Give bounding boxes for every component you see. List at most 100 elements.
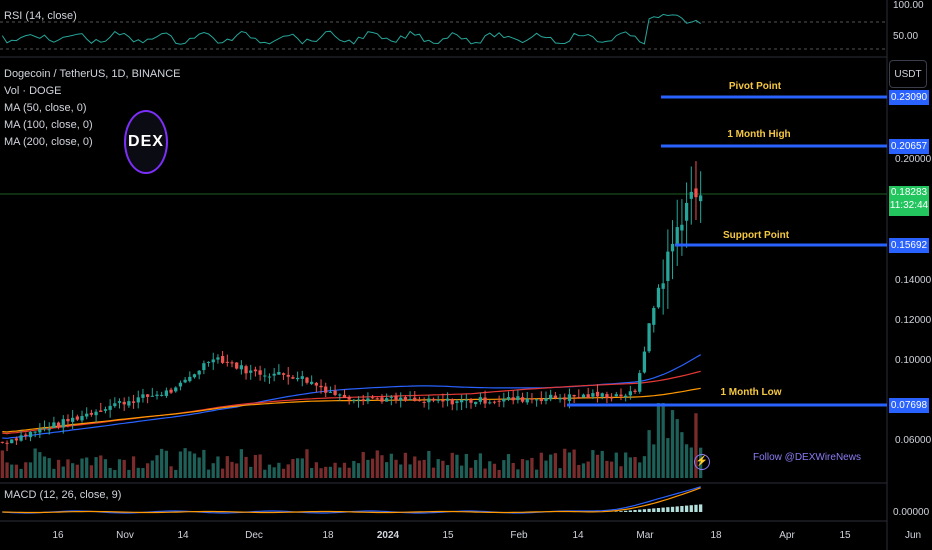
- lightning-icon[interactable]: ⚡: [694, 454, 710, 470]
- legend-ma50[interactable]: MA (50, close, 0): [4, 102, 87, 114]
- macd-histogram-bar: [628, 510, 632, 512]
- candle-body: [370, 397, 375, 399]
- candle-body: [319, 385, 323, 388]
- candle-body: [131, 401, 136, 403]
- candle-body: [619, 394, 623, 397]
- volume-bar: [563, 448, 567, 478]
- volume-bar: [680, 432, 684, 478]
- candle-body: [450, 399, 454, 405]
- volume-bar: [183, 448, 187, 478]
- legend-volume[interactable]: Vol · DOGE: [4, 85, 62, 97]
- candle-body: [403, 397, 408, 401]
- ma50-line: [2, 354, 701, 439]
- candle-body: [642, 351, 647, 373]
- candle-countdown: 11:32:44: [889, 200, 929, 211]
- candle-body: [103, 409, 108, 411]
- volume-bar: [235, 463, 239, 478]
- volume-bar: [595, 454, 600, 478]
- macd-histogram-bar: [652, 508, 656, 512]
- candle-body: [670, 243, 675, 252]
- candle-body: [150, 395, 154, 397]
- candle-body: [366, 398, 370, 402]
- volume-bar: [164, 450, 169, 478]
- volume-bar: [370, 458, 375, 478]
- pivot-price-tag: 0.23090: [889, 90, 929, 105]
- volume-bar: [14, 464, 19, 478]
- candle-body: [206, 361, 211, 363]
- volume-bar: [600, 450, 604, 478]
- support-point-label: Support Point: [722, 230, 790, 241]
- candle-body: [305, 377, 309, 383]
- candle-body: [216, 357, 220, 360]
- volume-bar: [108, 467, 112, 478]
- macd-histogram-bar: [647, 508, 651, 512]
- candle-body: [230, 362, 234, 364]
- candle-body: [647, 323, 651, 352]
- x-tick-15b: 15: [839, 530, 851, 541]
- candle-body: [145, 394, 150, 397]
- candle-body: [42, 428, 47, 430]
- volume-bar: [277, 462, 281, 478]
- volume-bar: [253, 455, 258, 478]
- volume-bar: [267, 464, 272, 478]
- volume-bar: [652, 444, 656, 478]
- volume-bar: [136, 467, 140, 478]
- volume-bar: [389, 453, 393, 478]
- legend-ma100[interactable]: MA (100, close, 0): [4, 119, 93, 131]
- legend-ma200[interactable]: MA (200, close, 0): [4, 136, 93, 148]
- price-tick-0.14: 0.14000: [895, 275, 932, 286]
- volume-bar: [216, 456, 220, 478]
- candle-body: [295, 377, 300, 380]
- candle-body: [656, 287, 661, 308]
- volume-bar: [642, 456, 647, 478]
- candle-body: [455, 401, 459, 403]
- volume-bar: [450, 452, 454, 478]
- volume-bar: [127, 469, 131, 478]
- candle-body: [572, 394, 576, 397]
- volume-bar: [492, 463, 497, 478]
- volume-bar: [131, 456, 136, 478]
- volume-bar: [474, 460, 478, 478]
- legend-symbol[interactable]: Dogecoin / TetherUS, 1D, BINANCE: [4, 68, 181, 80]
- volume-bar: [160, 448, 164, 478]
- volume-bar: [10, 464, 14, 478]
- volume-bar: [75, 464, 79, 478]
- volume-bar: [47, 458, 51, 478]
- candle-body: [244, 366, 248, 374]
- volume-bar: [28, 462, 33, 478]
- volume-bar: [684, 444, 689, 478]
- volume-bar: [394, 459, 398, 478]
- volume-bar: [520, 459, 525, 478]
- candle-body: [160, 394, 164, 396]
- candle-body: [469, 399, 473, 403]
- candle-body: [286, 374, 290, 377]
- x-tick-14: 14: [177, 530, 189, 541]
- volume-bar: [445, 465, 450, 478]
- candle-body: [595, 391, 600, 397]
- candle-body: [511, 397, 515, 401]
- candle-body: [253, 369, 258, 372]
- volume-bar: [220, 468, 225, 478]
- volume-bar: [427, 450, 431, 478]
- x-tick-jun: Jun: [904, 530, 922, 541]
- candle-body: [474, 401, 478, 405]
- currency-button[interactable]: USDT: [889, 60, 927, 88]
- candle-body: [539, 398, 543, 402]
- candle-body: [417, 400, 422, 402]
- volume-bar: [103, 459, 108, 478]
- month-high-label: 1 Month High: [727, 129, 791, 140]
- volume-bar: [263, 469, 267, 478]
- volume-bar: [558, 468, 562, 478]
- candle-body: [80, 416, 84, 421]
- dex-logo: DEX: [124, 110, 168, 174]
- candle-body: [600, 393, 604, 397]
- macd-histogram-bar: [670, 506, 675, 512]
- follow-watermark: Follow @DEXWireNews: [753, 452, 861, 463]
- candle-body: [361, 399, 365, 401]
- volume-bar: [356, 463, 361, 478]
- candle-body: [624, 395, 628, 398]
- volume-bar: [89, 465, 94, 478]
- candle-body: [553, 395, 558, 399]
- rsi-tick-100: 100.00: [893, 0, 924, 11]
- macd-histogram-bar: [680, 506, 684, 512]
